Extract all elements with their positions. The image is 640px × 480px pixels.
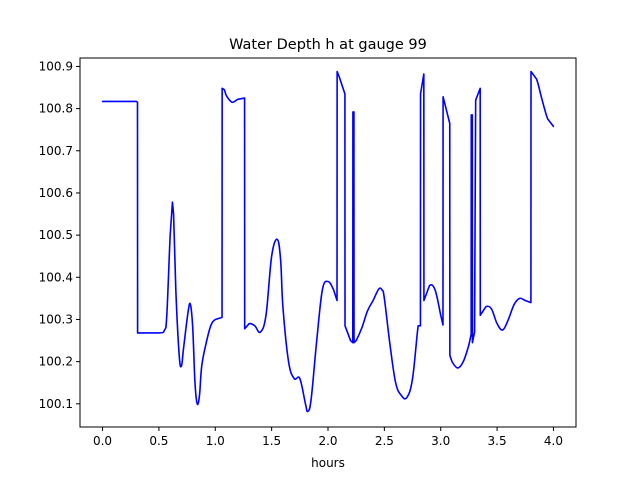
x-tick-label: 0.5 [149, 434, 168, 448]
y-tick-label: 100.1 [39, 397, 73, 411]
x-axis-label: hours [311, 456, 345, 470]
x-tick-label: 0.0 [93, 434, 112, 448]
tick-group: 0.0 0.5 1.0 1.5 2.0 2.5 3.0 3.5 4.0 100.1 100.2 100… [39, 59, 563, 448]
y-tick-label: 100.8 [39, 102, 73, 116]
x-tick-label: 1.5 [262, 434, 281, 448]
y-tick-label: 100.7 [39, 144, 73, 158]
x-tick-label: 4.0 [544, 434, 563, 448]
x-tick-label: 1.0 [206, 434, 225, 448]
y-tick-label: 100.3 [39, 312, 73, 326]
axes-frame [79, 57, 577, 428]
y-tick-label: 100.6 [39, 186, 73, 200]
y-tick-label: 100.5 [39, 228, 73, 242]
x-tick-label: 2.0 [318, 434, 337, 448]
x-tick-label: 2.5 [375, 434, 394, 448]
series-line-water-depth [101, 70, 555, 413]
y-tick-label: 100.4 [39, 270, 73, 284]
x-tick-label: 3.5 [488, 434, 507, 448]
y-tick-label: 100.9 [39, 59, 73, 73]
y-tick-label: 100.2 [39, 355, 73, 369]
x-tick-label: 3.0 [431, 434, 450, 448]
chart-title: Water Depth h at gauge 99 [229, 37, 427, 53]
plot-area [101, 70, 555, 413]
